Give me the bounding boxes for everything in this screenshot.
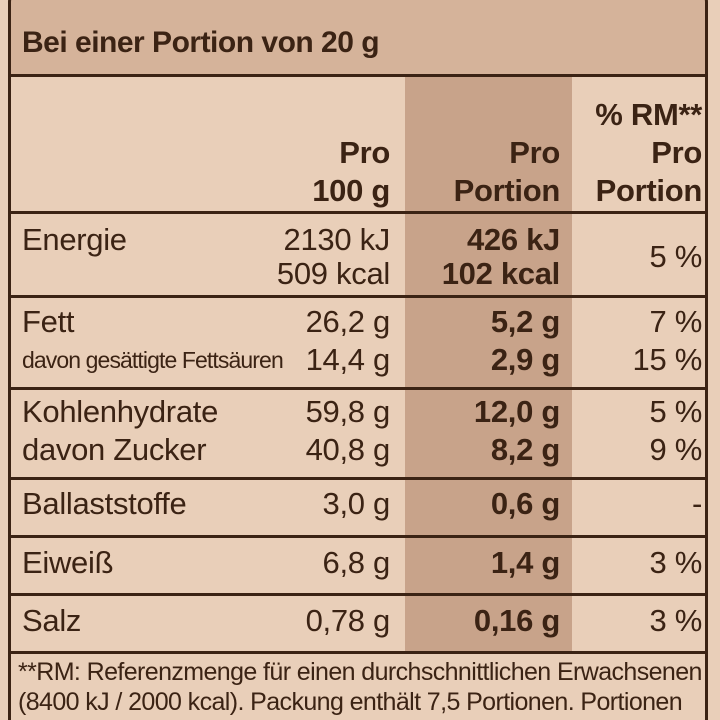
per-100g-value: 0,78 g	[305, 603, 391, 638]
header-bar	[10, 0, 708, 77]
column-header: Pro	[651, 135, 702, 170]
column-header: Pro	[339, 135, 390, 170]
row-label: davon gesättigte Fettsäuren	[22, 347, 284, 373]
title: Bei einer Portion von 20 g	[22, 26, 380, 59]
column-header: Pro	[509, 135, 560, 170]
per-portion-value: 1,4 g	[490, 545, 560, 580]
row-separator	[10, 211, 708, 214]
per-100g-value: 3,0 g	[322, 486, 391, 521]
per-portion-value: 0,6 g	[490, 486, 560, 521]
per-100g-value: 14,4 g	[305, 342, 391, 377]
rm-value: 15 %	[632, 342, 703, 377]
per-portion-value: 5,2 g	[490, 304, 560, 339]
row-separator	[10, 477, 708, 480]
row-separator	[10, 593, 708, 596]
frame	[8, 0, 708, 720]
row-separator	[10, 651, 708, 654]
row-label: Ballaststoffe	[22, 486, 187, 521]
column-header: % RM**	[595, 97, 702, 132]
rm-value: 9 %	[649, 432, 702, 467]
row-label: Fett	[22, 304, 75, 339]
per-100g-value: 59,8 g	[305, 394, 391, 429]
column-header: Portion	[453, 173, 561, 208]
portion-column-shade	[405, 77, 572, 652]
row-label: Eiweiß	[22, 545, 114, 580]
row-label: Kohlenhydrate	[22, 394, 219, 429]
rm-value: 7 %	[649, 304, 702, 339]
column-header: 100 g	[312, 173, 390, 208]
footnote: **RM: Referenzmenge für einen durchschni…	[18, 658, 702, 686]
rm-value: 5 %	[649, 239, 702, 274]
footnote: (8400 kJ / 2000 kcal). Packung enthält 7…	[18, 688, 683, 716]
per-portion-value: 2,9 g	[490, 342, 560, 377]
per-portion-value: 426 kJ	[466, 222, 560, 257]
per-portion-value: 12,0 g	[473, 394, 560, 429]
per-100g-value: 2130 kJ	[283, 222, 391, 257]
row-label: Salz	[22, 603, 82, 638]
row-label: davon Zucker	[22, 432, 207, 467]
row-separator	[10, 295, 708, 298]
rm-value: 3 %	[649, 545, 702, 580]
per-portion-value: 102 kcal	[441, 256, 561, 291]
per-100g-value: 6,8 g	[322, 545, 391, 580]
row-label: Energie	[22, 222, 127, 257]
per-portion-value: 8,2 g	[490, 432, 560, 467]
row-separator	[10, 387, 708, 390]
per-100g-value: 509 kcal	[276, 256, 390, 291]
rm-value: 3 %	[649, 603, 702, 638]
per-100g-value: 26,2 g	[305, 304, 391, 339]
row-separator	[10, 535, 708, 538]
per-portion-value: 0,16 g	[473, 603, 560, 638]
per-100g-value: 40,8 g	[305, 432, 391, 467]
rm-value: 5 %	[649, 394, 702, 429]
rm-value: -	[691, 486, 702, 521]
column-header: Portion	[595, 173, 703, 208]
